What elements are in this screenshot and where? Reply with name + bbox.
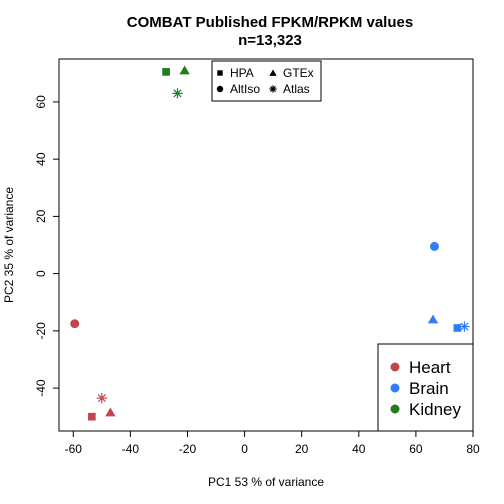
point-heart-atlas [96,392,108,404]
x-tick-label: -20 [179,442,197,456]
y-axis: -40 -20 0 20 40 60 [34,95,59,397]
legend-square-icon [217,70,223,76]
color-legend: Heart Brain Kidney [377,343,474,432]
y-tick-label: 60 [34,95,48,109]
x-tick-label: 80 [466,442,480,456]
point-heart-gtex [105,407,116,417]
y-tick-label: 40 [34,152,48,166]
point-brain-atlas [459,321,470,332]
point-brain-gtex [427,314,439,324]
x-axis-label: PC1 53 % of variance [208,475,324,489]
color-legend-label: Brain [409,379,449,398]
color-legend-label: Kidney [409,400,461,419]
shape-legend-label: AltIso [230,82,260,96]
shape-legend-label: HPA [230,66,254,80]
plot-frame [58,58,474,432]
x-tick-label: 0 [241,442,248,456]
shape-legend: HPA GTEx AltIso Atlas [211,60,322,102]
x-tick-label: 40 [352,442,366,456]
chart-subtitle: n=13,323 [238,32,302,49]
point-brain-hpa [453,324,462,332]
legend-asterisk-icon [269,85,277,93]
shape-legend-label: GTEx [283,66,314,80]
y-axis-label: PC2 35 % of variance [2,187,16,303]
data-points [70,65,470,421]
legend-kidney-swatch [390,404,400,414]
point-kidney-hpa [162,68,170,76]
x-axis: -60 -40 -20 0 20 40 60 80 [65,431,480,456]
point-brain-altiso [429,241,439,251]
x-tick-label: -60 [65,442,83,456]
shape-legend-box [211,60,322,102]
point-heart-altiso [70,319,80,329]
legend-heart-swatch [390,362,400,372]
legend-brain-swatch [390,383,400,393]
legend-triangle-icon [269,69,277,76]
y-tick-label: 0 [34,270,48,277]
x-tick-label: 60 [409,442,423,456]
chart-title: COMBAT Published FPKM/RPKM values [127,14,413,31]
y-tick-label: -20 [34,322,48,340]
point-heart-hpa [88,412,96,421]
color-legend-label: Heart [409,358,451,377]
x-tick-label: -40 [122,442,140,456]
point-kidney-gtex [179,65,190,75]
y-tick-label: 20 [34,209,48,223]
point-kidney-atlas [172,88,183,99]
shape-legend-label: Atlas [283,82,310,96]
y-tick-label: -40 [34,379,48,397]
legend-circle-icon [216,85,224,93]
x-tick-label: 20 [295,442,309,456]
